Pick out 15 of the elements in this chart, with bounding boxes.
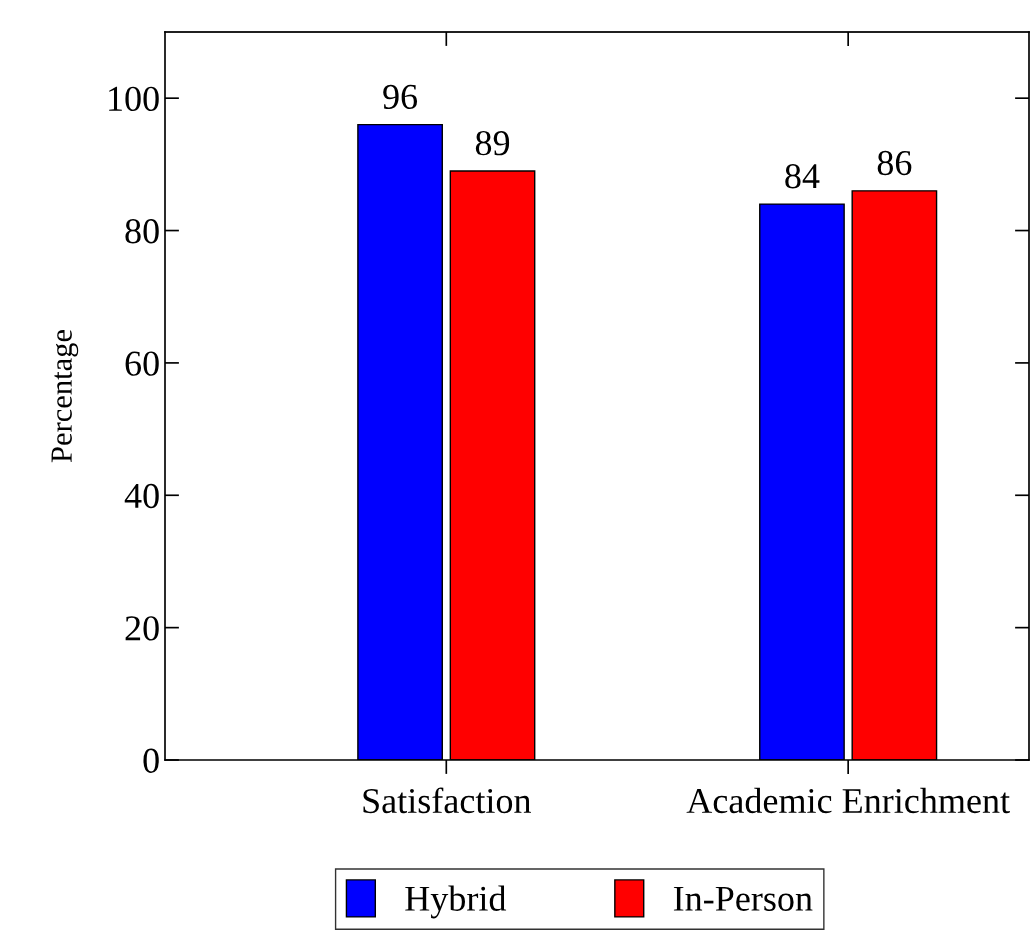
legend-label: Hybrid xyxy=(405,885,507,919)
x-tick-label: Academic Enrichment xyxy=(686,787,1010,814)
y-tick-label: 20 xyxy=(125,616,159,641)
y-tick-label: 40 xyxy=(124,483,159,509)
y-tick-label: 0 xyxy=(143,748,159,773)
y-tick-label: 100 xyxy=(109,86,159,112)
data-label: 84 xyxy=(785,164,820,189)
x-tick-label: Satisfaction xyxy=(363,787,531,814)
y-tick-label: 80 xyxy=(125,219,159,244)
data-label: 86 xyxy=(877,150,912,176)
y-tick-label: 60 xyxy=(125,351,159,376)
data-label: 89 xyxy=(475,130,510,156)
legend-label: In-Person xyxy=(673,886,813,911)
data-label: 96 xyxy=(383,84,418,109)
y-axis-title: Percentage xyxy=(51,330,79,463)
